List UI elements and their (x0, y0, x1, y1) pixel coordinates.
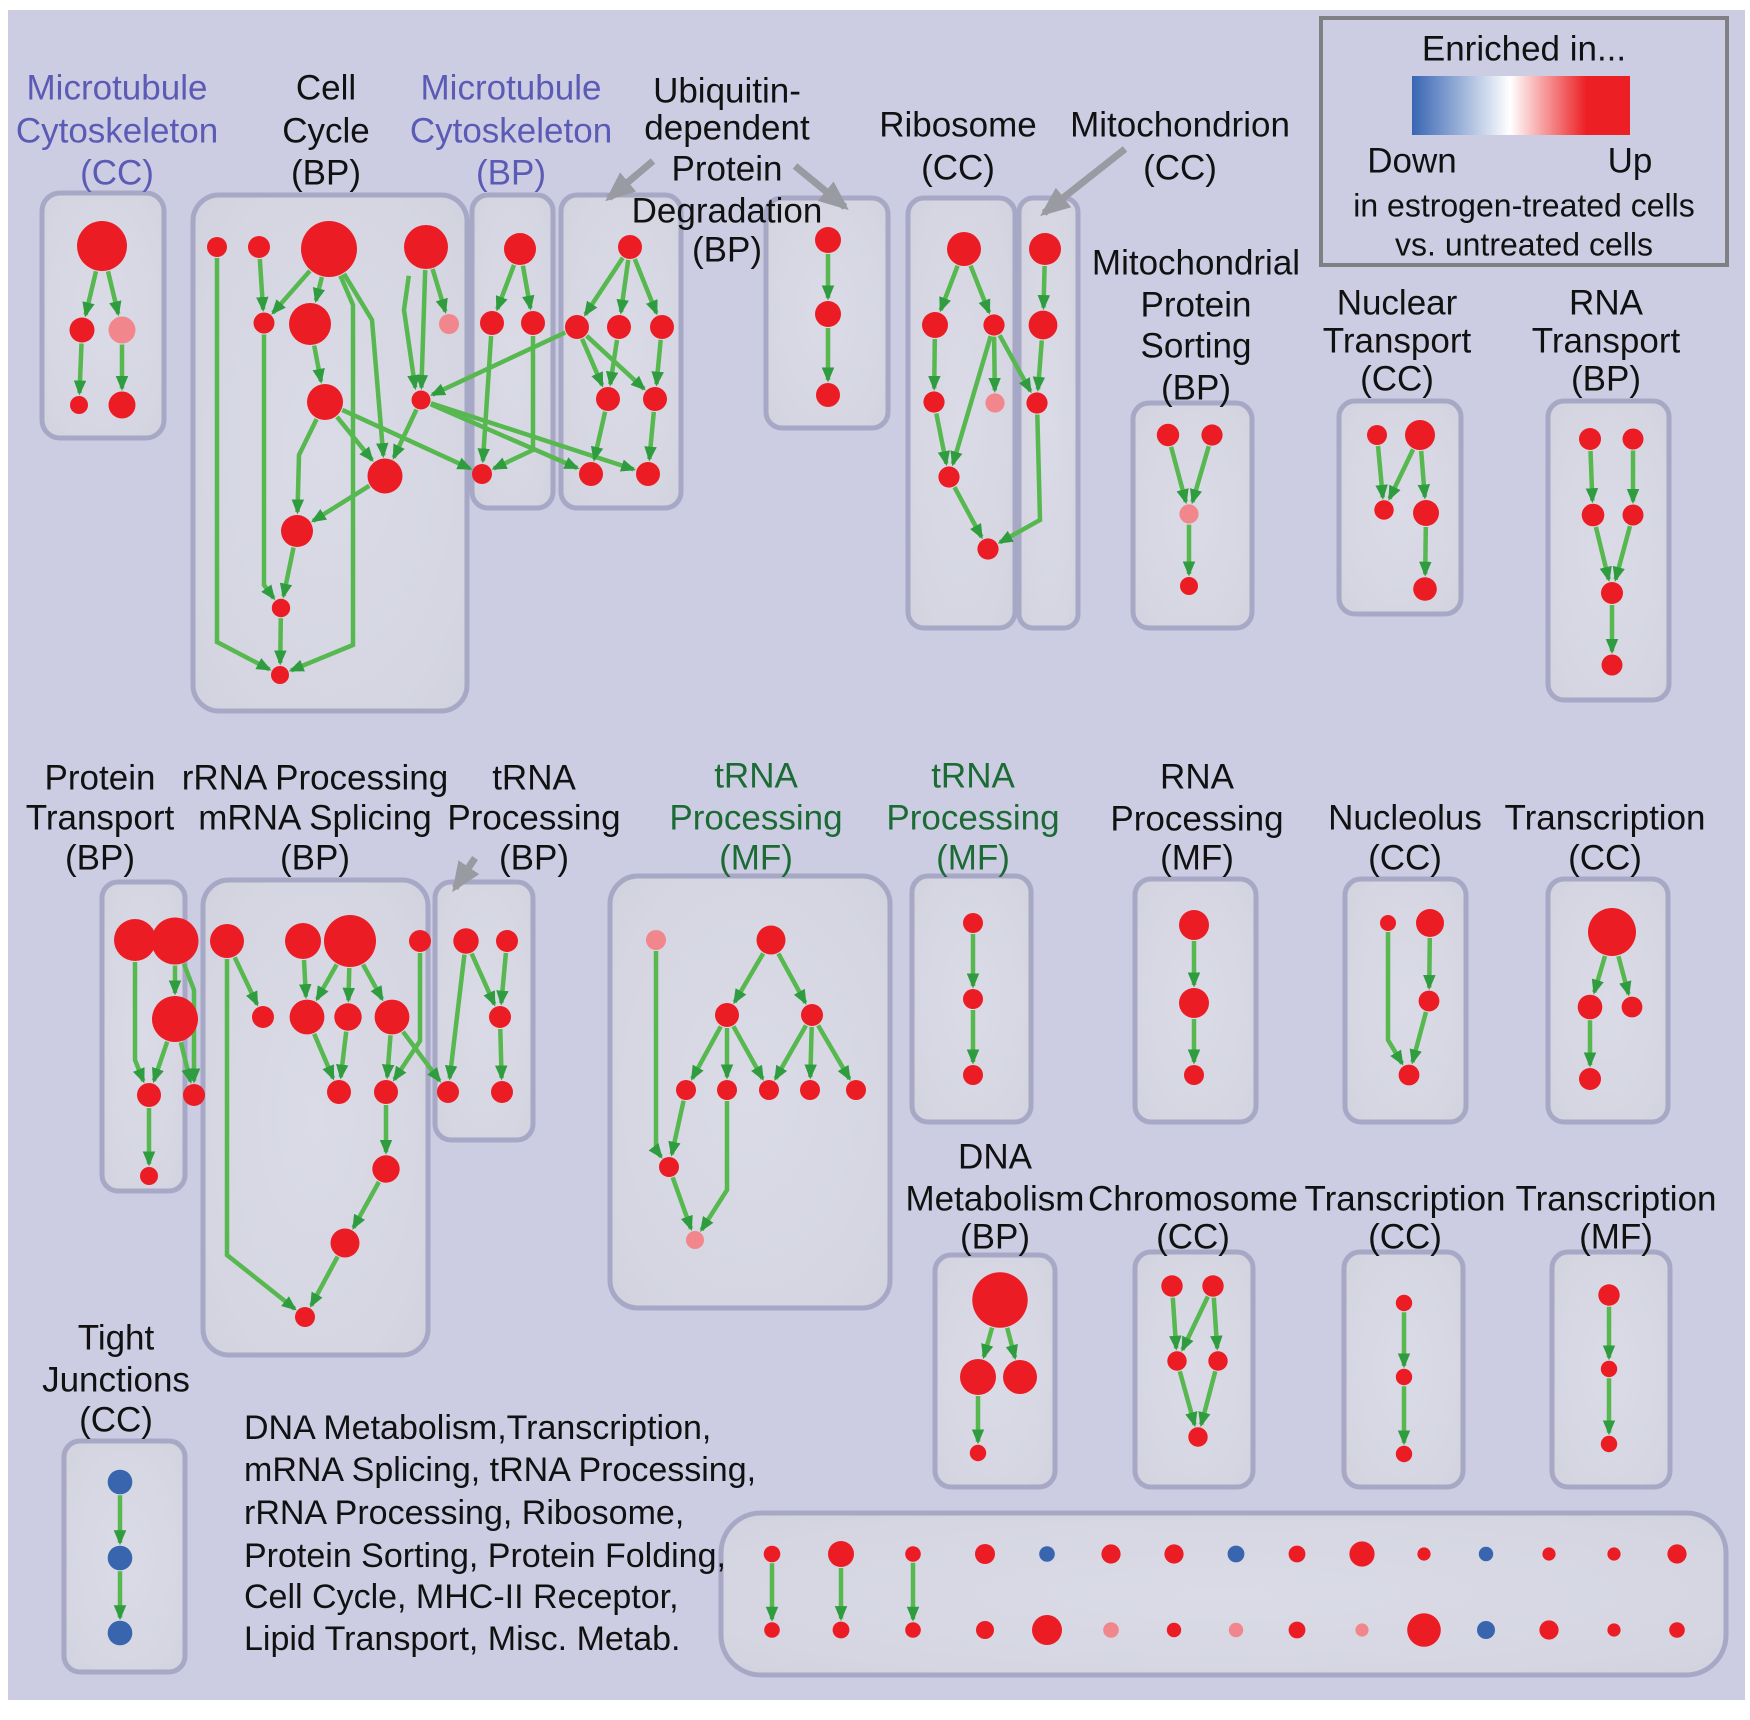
svg-text:Processing: Processing (447, 798, 620, 837)
svg-text:Protein Sorting, Protein Foldi: Protein Sorting, Protein Folding, (244, 1537, 726, 1575)
svg-text:mRNA Splicing: mRNA Splicing (198, 798, 431, 837)
svg-text:DNA: DNA (958, 1137, 1033, 1176)
svg-text:Chromosome: Chromosome (1088, 1179, 1298, 1218)
svg-text:Transport: Transport (26, 798, 175, 837)
svg-text:(CC): (CC) (1368, 838, 1442, 877)
svg-text:vs. untreated cells: vs. untreated cells (1395, 226, 1653, 262)
svg-text:mRNA Splicing, tRNA Processing: mRNA Splicing, tRNA Processing, (244, 1451, 756, 1489)
svg-text:Microtubule: Microtubule (421, 68, 602, 107)
svg-text:tRNA: tRNA (931, 756, 1015, 795)
svg-text:Lipid Transport, Misc. Metab.: Lipid Transport, Misc. Metab. (244, 1620, 681, 1658)
svg-text:(CC): (CC) (1143, 148, 1217, 187)
svg-text:(CC): (CC) (1156, 1217, 1230, 1256)
svg-text:tRNA: tRNA (714, 756, 798, 795)
svg-text:Ubiquitin-: Ubiquitin- (653, 71, 801, 110)
svg-text:(BP): (BP) (65, 838, 135, 877)
svg-text:(CC): (CC) (79, 1400, 153, 1439)
svg-text:Cell: Cell (296, 68, 356, 107)
svg-text:(MF): (MF) (1579, 1217, 1653, 1256)
svg-text:Up: Up (1608, 141, 1653, 180)
svg-text:(CC): (CC) (921, 148, 995, 187)
svg-text:Protein: Protein (1141, 285, 1252, 324)
svg-text:Nucleolus: Nucleolus (1328, 798, 1482, 837)
svg-text:Degradation: Degradation (632, 191, 823, 230)
svg-text:(CC): (CC) (1368, 1217, 1442, 1256)
svg-text:Processing: Processing (886, 798, 1059, 837)
svg-text:Transport: Transport (1532, 321, 1681, 360)
svg-text:(MF): (MF) (936, 838, 1010, 877)
svg-text:Enriched in...: Enriched in... (1422, 29, 1626, 68)
svg-text:(BP): (BP) (476, 153, 546, 192)
svg-text:dependent: dependent (644, 108, 810, 147)
svg-text:(CC): (CC) (80, 153, 154, 192)
svg-text:Junctions: Junctions (42, 1360, 190, 1399)
svg-text:Transcription: Transcription (1305, 1179, 1506, 1218)
svg-text:Down: Down (1367, 141, 1456, 180)
svg-text:Cytoskeleton: Cytoskeleton (16, 111, 218, 150)
svg-text:(CC): (CC) (1360, 359, 1434, 398)
svg-text:Transport: Transport (1323, 321, 1472, 360)
svg-text:RNA: RNA (1569, 283, 1644, 322)
svg-text:RNA: RNA (1160, 757, 1235, 796)
svg-text:Nuclear: Nuclear (1337, 283, 1458, 322)
svg-text:Ribosome: Ribosome (879, 105, 1037, 144)
svg-text:Cell Cycle, MHC-II Receptor,: Cell Cycle, MHC-II Receptor, (244, 1578, 679, 1616)
svg-text:rRNA Processing: rRNA Processing (182, 758, 448, 797)
svg-text:Processing: Processing (1110, 799, 1283, 838)
svg-text:Mitochondrion: Mitochondrion (1070, 105, 1290, 144)
svg-text:(BP): (BP) (499, 838, 569, 877)
svg-text:Protein: Protein (45, 758, 156, 797)
svg-text:Processing: Processing (669, 798, 842, 837)
svg-text:(MF): (MF) (719, 838, 793, 877)
svg-text:(MF): (MF) (1160, 838, 1234, 877)
svg-text:Cycle: Cycle (282, 111, 370, 150)
svg-text:rRNA Processing, Ribosome,: rRNA Processing, Ribosome, (244, 1494, 684, 1532)
svg-text:Cytoskeleton: Cytoskeleton (410, 111, 612, 150)
svg-text:Metabolism: Metabolism (906, 1179, 1085, 1218)
svg-text:(BP): (BP) (280, 838, 350, 877)
svg-text:tRNA: tRNA (492, 758, 576, 797)
svg-text:DNA Metabolism,Transcription,: DNA Metabolism,Transcription, (244, 1409, 711, 1447)
svg-text:(BP): (BP) (692, 230, 762, 269)
svg-text:(BP): (BP) (1161, 368, 1231, 407)
svg-text:Mitochondrial: Mitochondrial (1092, 243, 1300, 282)
svg-text:(BP): (BP) (960, 1217, 1030, 1256)
svg-text:Sorting: Sorting (1141, 326, 1252, 365)
svg-text:in estrogen-treated cells: in estrogen-treated cells (1353, 187, 1695, 223)
svg-text:(BP): (BP) (1571, 359, 1641, 398)
svg-text:Protein: Protein (672, 149, 783, 188)
svg-text:Tight: Tight (78, 1318, 155, 1357)
svg-text:Transcription: Transcription (1516, 1179, 1717, 1218)
svg-text:(CC): (CC) (1568, 838, 1642, 877)
svg-text:Microtubule: Microtubule (27, 68, 208, 107)
svg-text:(BP): (BP) (291, 153, 361, 192)
svg-text:Transcription: Transcription (1505, 798, 1706, 837)
